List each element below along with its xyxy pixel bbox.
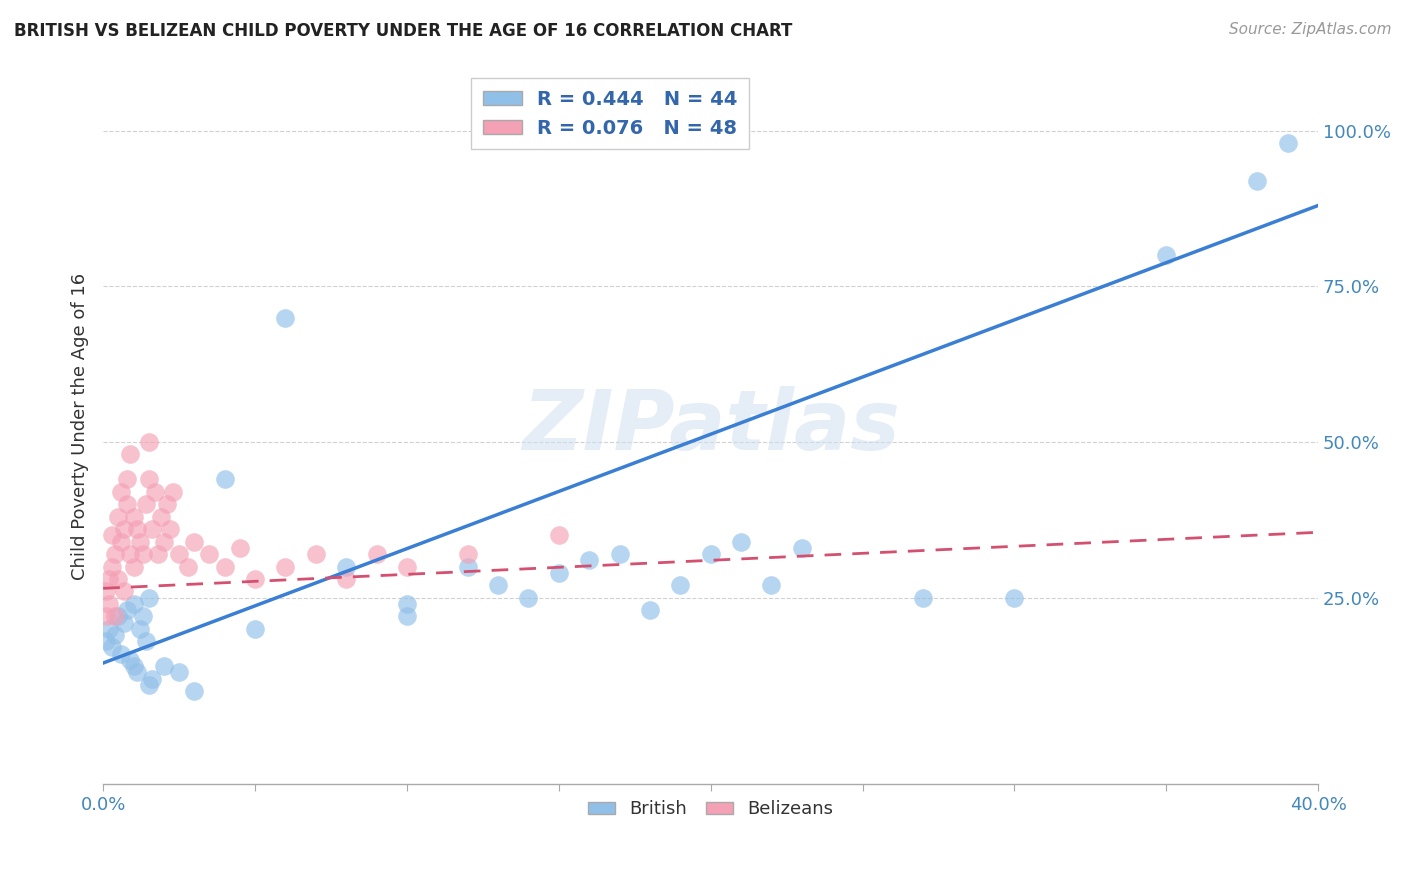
Point <box>101 559 124 574</box>
Point <box>117 603 139 617</box>
Point <box>107 609 129 624</box>
Point <box>229 541 252 555</box>
Point <box>153 659 176 673</box>
Point <box>153 534 176 549</box>
Point <box>159 522 181 536</box>
Point <box>96 634 118 648</box>
Point <box>366 547 388 561</box>
Point <box>112 584 135 599</box>
Point <box>128 534 150 549</box>
Point <box>156 497 179 511</box>
Point <box>110 484 132 499</box>
Point <box>1154 248 1177 262</box>
Point <box>107 509 129 524</box>
Point <box>110 647 132 661</box>
Point <box>243 622 266 636</box>
Point <box>104 547 127 561</box>
Point <box>141 522 163 536</box>
Point <box>395 597 418 611</box>
Point <box>1277 136 1299 151</box>
Point <box>138 678 160 692</box>
Point <box>101 640 124 655</box>
Point <box>117 472 139 486</box>
Point <box>98 622 121 636</box>
Point <box>120 547 142 561</box>
Point <box>335 572 357 586</box>
Point <box>669 578 692 592</box>
Point <box>214 559 236 574</box>
Point <box>167 547 190 561</box>
Point <box>183 534 205 549</box>
Point <box>135 497 157 511</box>
Point <box>149 509 172 524</box>
Text: ZIPatlas: ZIPatlas <box>522 386 900 467</box>
Point <box>305 547 328 561</box>
Point <box>457 559 479 574</box>
Text: Source: ZipAtlas.com: Source: ZipAtlas.com <box>1229 22 1392 37</box>
Point <box>135 634 157 648</box>
Point <box>912 591 935 605</box>
Point <box>177 559 200 574</box>
Point <box>96 609 118 624</box>
Point <box>395 609 418 624</box>
Point <box>609 547 631 561</box>
Point <box>183 684 205 698</box>
Point <box>162 484 184 499</box>
Point <box>138 435 160 450</box>
Point <box>274 559 297 574</box>
Point <box>117 497 139 511</box>
Point <box>486 578 509 592</box>
Point <box>578 553 600 567</box>
Point <box>517 591 540 605</box>
Point <box>125 522 148 536</box>
Point <box>790 541 813 555</box>
Point <box>122 659 145 673</box>
Point <box>1002 591 1025 605</box>
Point <box>274 310 297 325</box>
Point <box>214 472 236 486</box>
Point <box>146 547 169 561</box>
Point <box>112 615 135 630</box>
Text: BRITISH VS BELIZEAN CHILD POVERTY UNDER THE AGE OF 16 CORRELATION CHART: BRITISH VS BELIZEAN CHILD POVERTY UNDER … <box>14 22 793 40</box>
Point <box>138 591 160 605</box>
Point <box>138 472 160 486</box>
Point <box>122 559 145 574</box>
Point <box>547 566 569 580</box>
Point <box>395 559 418 574</box>
Point <box>122 509 145 524</box>
Point <box>128 622 150 636</box>
Point <box>104 628 127 642</box>
Legend: British, Belizeans: British, Belizeans <box>581 793 841 825</box>
Point <box>101 528 124 542</box>
Point <box>335 559 357 574</box>
Point <box>107 572 129 586</box>
Y-axis label: Child Poverty Under the Age of 16: Child Poverty Under the Age of 16 <box>72 273 89 580</box>
Point <box>143 484 166 499</box>
Point <box>198 547 221 561</box>
Point <box>131 547 153 561</box>
Point <box>96 584 118 599</box>
Point <box>730 534 752 549</box>
Point <box>98 572 121 586</box>
Point <box>122 597 145 611</box>
Point <box>131 609 153 624</box>
Point <box>761 578 783 592</box>
Point <box>125 665 148 680</box>
Point <box>141 672 163 686</box>
Point <box>547 528 569 542</box>
Point <box>167 665 190 680</box>
Point <box>243 572 266 586</box>
Point <box>120 448 142 462</box>
Point <box>110 534 132 549</box>
Point <box>120 653 142 667</box>
Point <box>1246 173 1268 187</box>
Point <box>98 597 121 611</box>
Point <box>638 603 661 617</box>
Point <box>104 609 127 624</box>
Point <box>699 547 721 561</box>
Point <box>112 522 135 536</box>
Point <box>457 547 479 561</box>
